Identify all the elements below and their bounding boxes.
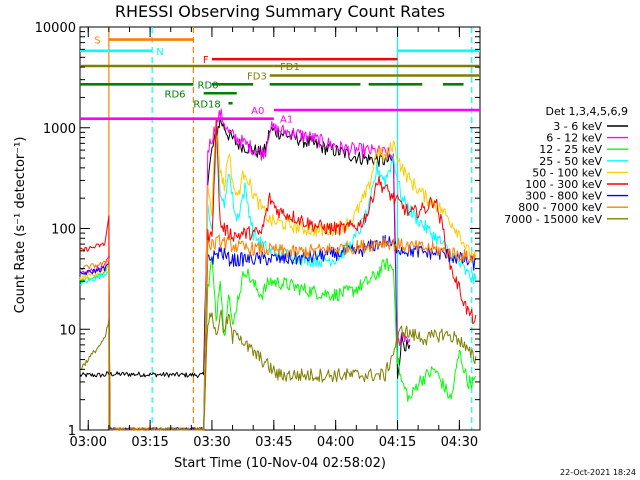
- generation-timestamp: 22-Oct-2021 18:24: [560, 468, 636, 477]
- plot-area: S N F FD1 FD3 RD0 RD6 RD18 A0 A1 1 10 100 1000 10000 03…: [35, 21, 481, 450]
- chart-title: RHESSI Observing Summary Count Rates: [115, 2, 445, 21]
- flag-label-fd3: FD3: [247, 72, 267, 83]
- series-line-1: [80, 108, 411, 431]
- x-tick-label-1: 03:15: [131, 435, 168, 450]
- series-line-7: [79, 234, 476, 431]
- x-axis-label: Start Time (10-Nov-04 02:58:02): [174, 456, 386, 471]
- series-line-0: [79, 116, 411, 379]
- legend-label-6: 300 - 800 keV: [525, 190, 602, 203]
- x-tick-label-4: 04:00: [317, 435, 354, 450]
- series-line-2: [79, 255, 477, 431]
- flag-label-n: N: [156, 47, 163, 58]
- x-tick-label-2: 03:30: [193, 435, 230, 450]
- legend-label-0: 3 - 6 keV: [553, 120, 602, 133]
- flag-label-rd6: RD6: [165, 89, 186, 100]
- y-tick-label-0: 1: [68, 424, 76, 439]
- y-tick-label-3: 1000: [43, 122, 76, 137]
- flag-label-rd18: RD18: [193, 99, 220, 110]
- series-line-5: [79, 119, 477, 431]
- x-tick-label-3: 03:45: [255, 435, 292, 450]
- flag-label-rd0: RD0: [198, 80, 219, 91]
- y-axis-label: Count Rate (s⁻¹ detector⁻¹): [13, 137, 28, 314]
- legend-label-4: 50 - 100 keV: [532, 166, 602, 179]
- flag-label-f: F: [203, 55, 209, 66]
- x-tick-label-5: 04:15: [379, 435, 416, 450]
- legend-label-1: 6 - 12 keV: [546, 132, 602, 145]
- legend-label-2: 12 - 25 keV: [539, 143, 602, 156]
- y-tick-label-4: 10000: [35, 21, 76, 36]
- x-tick-label-6: 04:30: [441, 435, 478, 450]
- y-tick-label-2: 100: [51, 223, 76, 238]
- x-tick-label-0: 03:00: [70, 435, 107, 450]
- flag-label-s: S: [94, 36, 100, 47]
- y-tick-label-1: 10: [59, 323, 76, 338]
- series-line-6: [79, 234, 477, 431]
- series-line-8: [79, 309, 477, 431]
- legend-label-8: 7000 - 15000 keV: [504, 213, 602, 226]
- legend-label-3: 25 - 50 keV: [539, 155, 602, 168]
- legend-title: Det 1,3,4,5,6,9: [545, 105, 628, 118]
- plot-frame: [79, 26, 481, 431]
- flag-label-fd1: FD1: [280, 62, 300, 73]
- legend-label-7: 800 - 7000 keV: [518, 201, 602, 214]
- flag-label-a1: A1: [280, 115, 293, 126]
- legend-label-5: 100 - 300 keV: [525, 178, 602, 191]
- flag-label-a0: A0: [251, 106, 264, 117]
